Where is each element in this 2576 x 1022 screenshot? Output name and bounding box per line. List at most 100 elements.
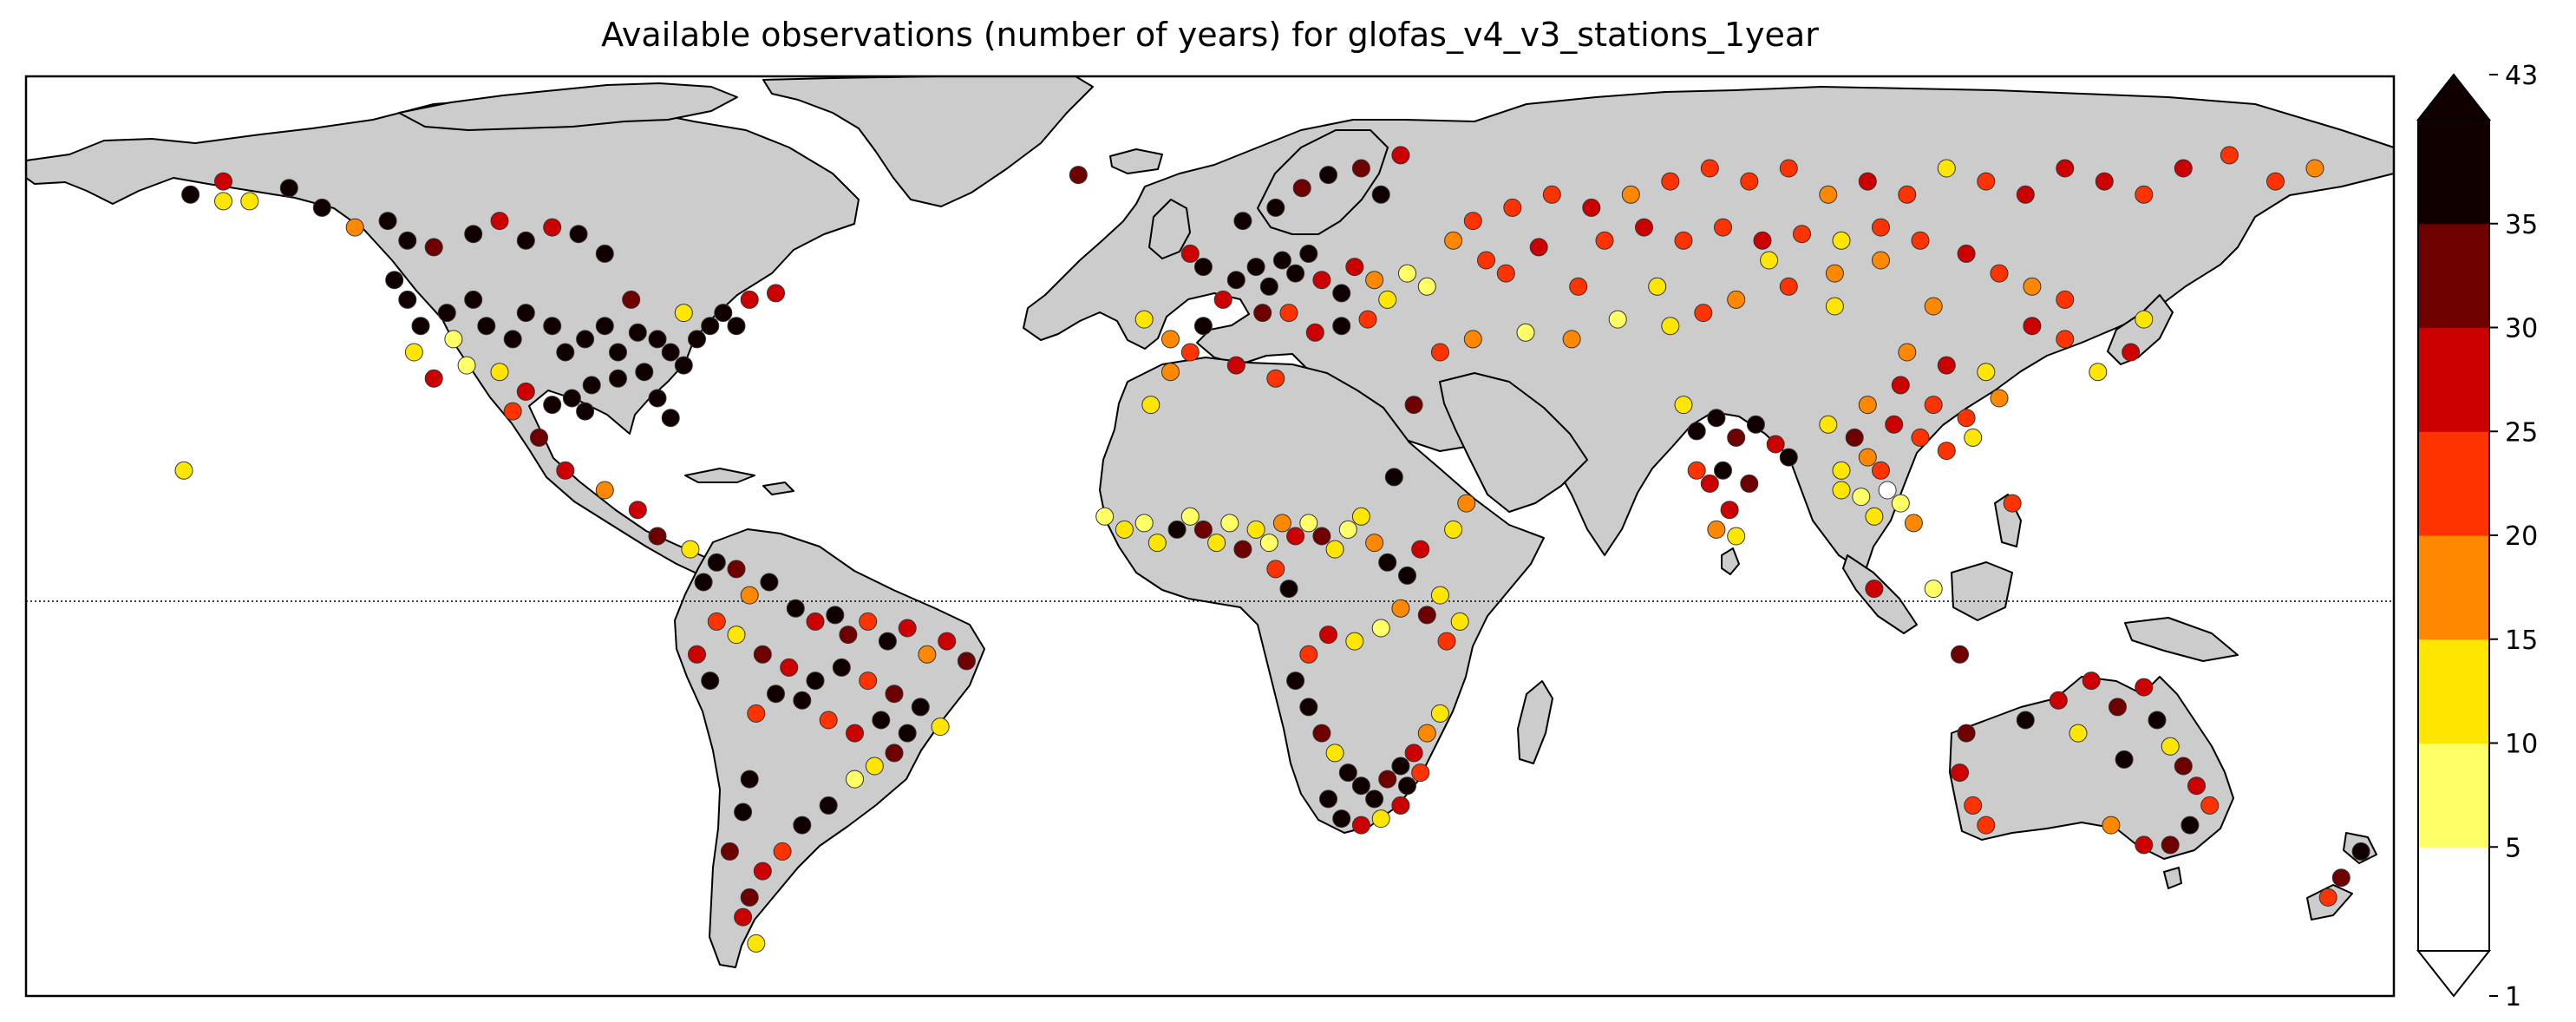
- station-marker: [767, 685, 785, 704]
- station-marker: [872, 711, 891, 730]
- station-marker: [279, 179, 298, 198]
- station-marker: [648, 389, 667, 408]
- station-marker: [1266, 560, 1285, 579]
- station-marker: [1411, 763, 1430, 783]
- new-guinea: [2124, 617, 2239, 662]
- station-marker: [1885, 415, 1904, 434]
- station-marker: [1253, 304, 1272, 323]
- station-marker: [740, 770, 759, 789]
- station-marker: [1351, 507, 1370, 526]
- station-marker: [1760, 251, 1779, 270]
- station-marker: [661, 409, 680, 428]
- station-marker: [1299, 645, 1318, 664]
- station-marker: [1312, 271, 1331, 290]
- station-marker: [628, 501, 647, 520]
- station-marker: [846, 724, 864, 743]
- station-marker: [2135, 678, 2154, 697]
- station-marker: [1325, 540, 1344, 559]
- station-marker: [1444, 520, 1463, 539]
- station-marker: [1378, 290, 1397, 309]
- station-marker: [1727, 527, 1746, 546]
- station-marker: [609, 343, 627, 362]
- station-marker: [1700, 159, 1719, 178]
- station-marker: [878, 632, 897, 651]
- station-marker: [1358, 310, 1377, 329]
- colorbar-tick-label: 20: [2505, 521, 2538, 552]
- station-marker: [2148, 711, 2167, 730]
- station-marker: [2174, 159, 2193, 178]
- station-marker: [1384, 468, 1403, 487]
- station-marker: [1371, 619, 1390, 638]
- station-marker: [2102, 816, 2121, 835]
- station-marker: [1345, 632, 1364, 651]
- station-marker: [404, 343, 423, 362]
- station-marker: [727, 560, 746, 579]
- station-marker: [562, 389, 581, 408]
- station-marker: [1398, 566, 1416, 585]
- station-marker: [2016, 711, 2035, 730]
- station-marker: [1661, 317, 1680, 336]
- station-marker: [1569, 277, 1588, 296]
- station-marker: [2135, 185, 2154, 204]
- station-marker: [1365, 271, 1384, 290]
- station-marker: [1865, 580, 1884, 599]
- station-marker: [885, 685, 904, 704]
- station-marker: [2056, 159, 2075, 178]
- station-marker: [819, 796, 838, 815]
- station-marker: [918, 645, 937, 664]
- station-marker: [1351, 816, 1370, 835]
- station-marker: [1246, 258, 1265, 277]
- station-marker: [1292, 179, 1311, 198]
- hispaniola: [762, 482, 794, 495]
- station-marker: [1937, 442, 1956, 461]
- station-marker: [1674, 231, 1693, 250]
- station-marker: [734, 907, 753, 927]
- station-marker: [1911, 231, 1930, 250]
- station-marker: [2023, 277, 2042, 296]
- station-marker: [1332, 809, 1351, 829]
- station-marker: [240, 192, 259, 211]
- station-marker: [806, 612, 825, 631]
- station-marker: [1707, 409, 1726, 428]
- station-marker: [2135, 835, 2154, 855]
- station-marker: [694, 573, 713, 592]
- station-marker: [681, 540, 700, 559]
- station-marker: [1825, 297, 1844, 316]
- station-marker: [1661, 172, 1680, 191]
- station-marker: [2122, 343, 2141, 362]
- station-marker: [1865, 507, 1884, 526]
- station-marker: [1351, 159, 1370, 178]
- station-marker: [1990, 264, 2009, 283]
- station-marker: [1286, 672, 1305, 691]
- station-marker: [569, 225, 588, 244]
- station-marker: [424, 238, 443, 257]
- colorbar-bin: [2418, 120, 2489, 225]
- station-marker: [839, 626, 858, 645]
- colorbar-bin: [2418, 431, 2489, 536]
- station-marker: [490, 363, 509, 382]
- station-marker: [1332, 284, 1351, 303]
- station-marker: [707, 612, 726, 631]
- station-marker: [1635, 218, 1653, 237]
- station-marker: [1417, 277, 1436, 296]
- station-markers: [174, 146, 2370, 953]
- station-marker: [2056, 290, 2075, 309]
- station-marker: [832, 658, 851, 677]
- station-marker: [1457, 494, 1476, 513]
- station-marker: [727, 626, 746, 645]
- station-marker: [786, 599, 805, 618]
- colorbar-tick-label: 1: [2505, 982, 2521, 1012]
- station-marker: [1542, 185, 1561, 204]
- station-marker: [1608, 310, 1627, 329]
- station-marker: [312, 198, 331, 217]
- station-marker: [1740, 474, 1759, 493]
- station-marker: [1259, 534, 1278, 553]
- station-marker: [1951, 763, 1969, 783]
- station-marker: [1529, 238, 1548, 257]
- station-marker: [1134, 310, 1154, 329]
- iceland: [1109, 148, 1163, 174]
- station-marker: [1727, 428, 1746, 447]
- station-marker: [2056, 330, 2075, 349]
- station-marker: [1832, 231, 1851, 250]
- station-marker: [1898, 185, 1917, 204]
